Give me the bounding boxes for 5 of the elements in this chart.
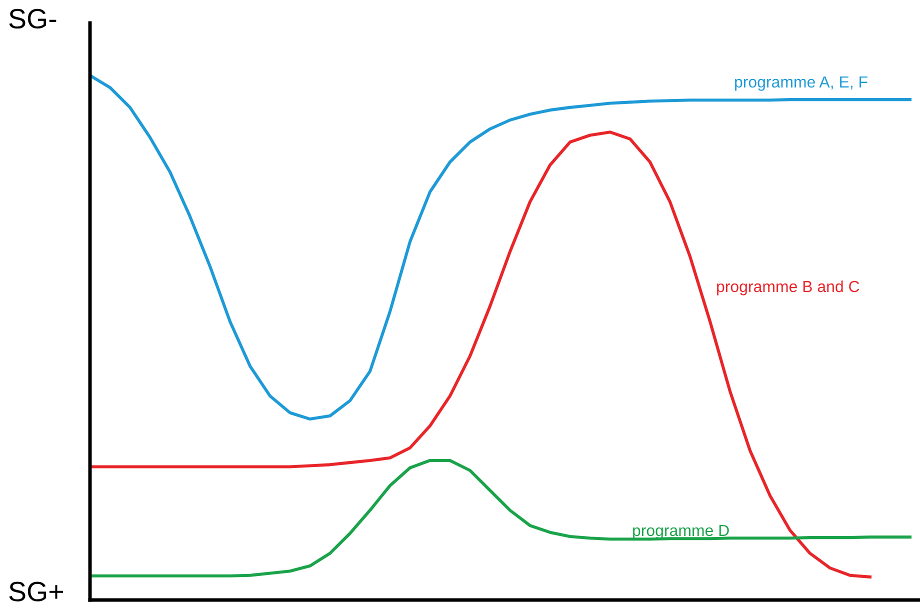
series-label: programme D [633,524,729,540]
series-label: programme A, E, F [735,76,868,91]
text: SG- [9,8,56,29]
text: SG+ [9,582,63,602]
series-label: programme B and C [717,280,860,296]
